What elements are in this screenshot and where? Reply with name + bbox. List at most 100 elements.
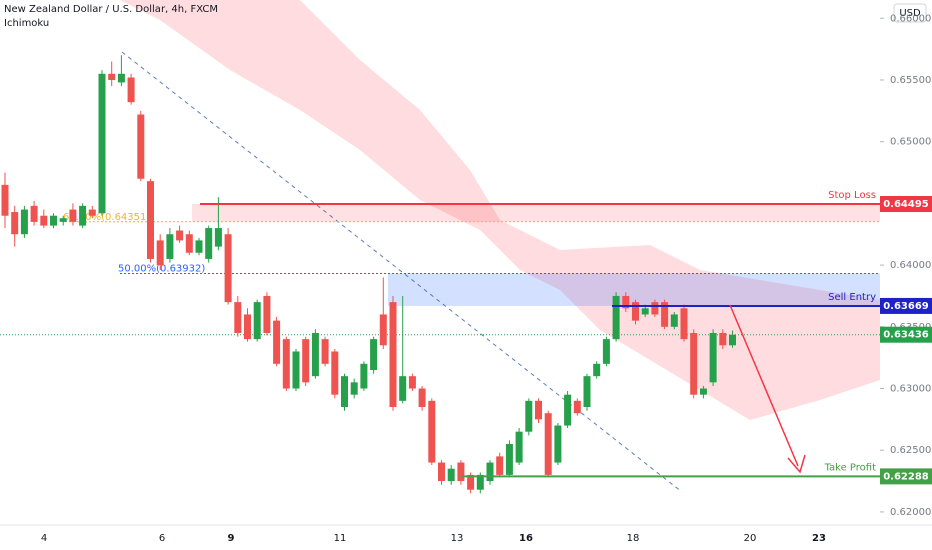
candle-body: [156, 240, 164, 266]
level-name: Stop Loss: [828, 190, 876, 201]
x-tick-label: 11: [334, 533, 347, 544]
x-tick-label: 6: [159, 533, 165, 544]
x-tick-label: 23: [812, 533, 826, 544]
candle-body: [234, 302, 242, 333]
x-tick-label: 4: [41, 533, 47, 544]
y-tick-label: 0.65500: [890, 75, 931, 86]
candle-body: [399, 376, 407, 401]
candle-body: [11, 212, 19, 235]
candle-body: [593, 363, 601, 377]
fib-label: 61.80%(0.64351): [63, 212, 150, 223]
trend-line: [121, 51, 683, 493]
candle-body: [79, 205, 87, 226]
candle-body: [564, 394, 572, 426]
candle-body: [709, 332, 717, 383]
candle-body: [147, 181, 154, 259]
x-tick-label: 20: [744, 533, 757, 544]
arrow-shaft: [729, 304, 799, 467]
price-axis: [880, 0, 932, 550]
candle-body: [205, 228, 213, 259]
candle-body: [137, 114, 145, 179]
candle-body: [641, 308, 649, 315]
candle-body: [20, 209, 28, 235]
candle-body: [476, 474, 484, 490]
candle-body: [108, 73, 116, 80]
candle-body: [389, 302, 397, 408]
candle-body: [573, 400, 581, 414]
candle-body: [418, 388, 426, 408]
arrow-head: [787, 454, 806, 474]
candle-body: [680, 308, 688, 340]
level-name: Take Profit: [824, 462, 877, 473]
candle-body: [661, 302, 669, 327]
candle-body: [224, 234, 232, 303]
candle-body: [127, 77, 135, 103]
candle-body: [379, 314, 387, 346]
candle-body: [729, 334, 736, 346]
y-tick-label: 0.62000: [890, 507, 931, 518]
candle-body: [195, 240, 203, 253]
candle-body: [505, 444, 513, 475]
candle-body: [525, 400, 533, 432]
candle-body: [331, 351, 339, 395]
candle-body: [302, 339, 310, 383]
candle-body: [292, 351, 300, 389]
candle-body: [244, 314, 251, 340]
candle-body: [370, 339, 378, 370]
candle-body: [622, 295, 630, 309]
candle-body: [253, 302, 261, 340]
indicator-name: Ichimoku: [4, 18, 49, 29]
y-tick-label: 0.64000: [890, 260, 931, 271]
price-tag-label: 0.63669: [883, 301, 929, 312]
candle-body: [88, 209, 96, 216]
price-tag: [880, 297, 932, 314]
candle-body: [486, 462, 494, 482]
candle-body: [69, 209, 77, 222]
candle-body: [632, 302, 639, 321]
currency-box[interactable]: [893, 3, 927, 23]
x-tick-label: 16: [519, 533, 533, 544]
candle-body: [98, 73, 106, 214]
price-tag-label: 0.63436: [883, 330, 929, 341]
candle-body: [176, 230, 184, 241]
candle-body: [496, 456, 504, 475]
y-tick-label: 0.65000: [890, 137, 931, 148]
candle-body: [282, 339, 290, 389]
candle-body: [40, 215, 48, 226]
candle-body: [273, 320, 281, 364]
price-tag-label: 0.64495: [883, 199, 929, 210]
candle-body: [428, 400, 436, 463]
candle-body: [166, 234, 174, 259]
candle-body: [263, 295, 271, 333]
candle-body: [535, 400, 542, 420]
candle-body: [457, 462, 465, 482]
y-tick-label: 0.62500: [890, 445, 931, 456]
candle-body: [30, 205, 38, 222]
currency[interactable]: USD: [899, 8, 921, 19]
candle-body: [602, 339, 610, 364]
candle-body: [117, 73, 125, 83]
candle-body: [360, 363, 368, 389]
x-tick-label: 18: [627, 533, 640, 544]
candle-body: [699, 388, 707, 395]
candle-body: [214, 228, 222, 247]
candle-body: [583, 376, 591, 408]
chart-title: New Zealand Dollar / U.S. Dollar, 4h, FX…: [4, 4, 218, 15]
candle-body: [651, 302, 659, 315]
price-tag: [880, 196, 932, 213]
candle-body: [690, 332, 698, 395]
y-tick-label: 0.63000: [890, 384, 931, 395]
entry-zone: [388, 273, 880, 306]
candle-body: [447, 468, 455, 482]
candle-body: [670, 314, 678, 327]
candle-body: [185, 234, 193, 253]
price-tag-label: 0.62288: [883, 471, 929, 482]
candle-body: [544, 413, 552, 475]
candle-body: [1, 184, 9, 216]
candle-body: [612, 295, 620, 340]
candle-body: [515, 431, 523, 463]
resistance-zone: [192, 204, 880, 222]
price-tag: [880, 326, 932, 343]
